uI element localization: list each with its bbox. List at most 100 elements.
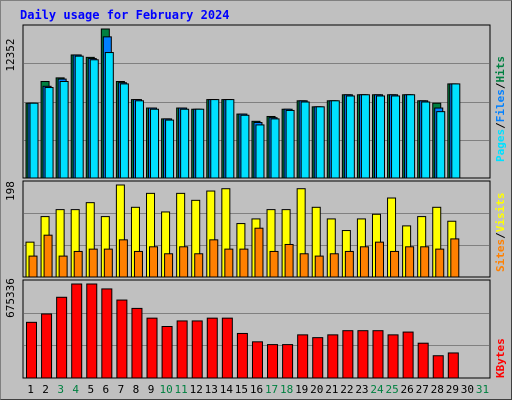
day-label-26: 26	[401, 383, 414, 396]
kbytes-bar-day-28	[432, 355, 444, 379]
sites-bar-day-3	[58, 255, 68, 278]
day-label-19: 19	[295, 383, 308, 396]
day-label-6: 6	[103, 383, 110, 396]
y-max-label: 675336	[4, 278, 17, 318]
day-label-15: 15	[235, 383, 248, 396]
day-label-3: 3	[57, 383, 64, 396]
kbytes-bar-day-17	[267, 344, 279, 379]
kbytes-bar-day-23	[357, 330, 369, 379]
sites-bar-day-15	[239, 248, 249, 278]
day-label-12: 12	[190, 383, 203, 396]
sites-bar-day-18	[284, 243, 294, 278]
kbytes-bar-day-21	[327, 334, 339, 379]
kbytes-bar-day-22	[342, 330, 354, 379]
day-label-21: 21	[325, 383, 338, 396]
day-label-30: 30	[461, 383, 474, 396]
kbytes-bar-day-14	[221, 317, 233, 379]
day-label-17: 17	[265, 383, 278, 396]
sites-bar-day-10	[164, 253, 174, 278]
day-label-20: 20	[310, 383, 323, 396]
legend-kbytes-part: KBytes	[494, 338, 507, 378]
day-label-9: 9	[148, 383, 155, 396]
pages-bar-day-4	[74, 55, 84, 179]
pages-bar-day-12	[195, 108, 205, 179]
legend-sites-visits: Sites/Visits	[494, 193, 507, 273]
pages-bar-day-15	[240, 114, 250, 179]
sites-bar-day-8	[133, 250, 143, 278]
kbytes-bar-day-15	[236, 332, 248, 379]
pages-bar-day-16	[255, 124, 265, 179]
day-label-22: 22	[340, 383, 353, 396]
sites-bar-day-25	[390, 250, 400, 278]
chart-title: Daily usage for February 2024	[20, 8, 230, 22]
pages-bar-day-10	[165, 119, 175, 179]
legend-pages-files-hits-part: Hits	[494, 56, 507, 83]
day-label-29: 29	[446, 383, 459, 396]
legend-kbytes: KBytes	[494, 338, 507, 378]
kbytes-bar-day-4	[71, 283, 83, 379]
sites-bar-day-16	[254, 227, 264, 278]
pages-bar-day-8	[134, 100, 144, 179]
pages-bar-day-24	[375, 95, 385, 179]
kbytes-bar-day-24	[372, 330, 384, 379]
sites-bar-day-6	[103, 248, 113, 278]
legend-pages-files-hits: Pages/Files/Hits	[494, 56, 507, 162]
sites-bar-day-21	[329, 253, 339, 278]
pages-bar-day-3	[59, 80, 69, 179]
y-max-label: 198	[4, 181, 17, 201]
sites-bar-day-22	[344, 250, 354, 278]
pages-bar-day-1	[29, 102, 39, 179]
day-label-11: 11	[175, 383, 188, 396]
kbytes-bar-day-18	[282, 344, 294, 379]
pages-bar-day-28	[436, 111, 446, 179]
legend-sites-visits-part: Sites	[494, 239, 507, 272]
kbytes-bar-day-25	[387, 334, 399, 379]
legend-pages-files-hits-part: /	[494, 122, 507, 129]
kbytes-bar-day-7	[116, 299, 128, 379]
legend-pages-files-hits-part: Files	[494, 89, 507, 122]
day-label-27: 27	[416, 383, 429, 396]
day-label-31: 31	[476, 383, 489, 396]
sites-bar-day-24	[374, 241, 384, 278]
day-label-18: 18	[280, 383, 293, 396]
kbytes-bar-day-12	[191, 320, 203, 379]
kbytes-bar-day-10	[161, 325, 173, 379]
pages-bar-day-9	[150, 108, 160, 179]
sites-bar-day-12	[194, 253, 204, 278]
pages-bar-day-6	[104, 52, 114, 179]
day-label-2: 2	[42, 383, 49, 396]
sites-bar-day-2	[43, 234, 53, 278]
sites-bar-day-13	[209, 239, 219, 278]
kbytes-bar-day-2	[41, 313, 53, 379]
kbytes-bar-day-11	[176, 320, 188, 379]
sites-bar-day-11	[179, 246, 189, 278]
day-label-23: 23	[355, 383, 368, 396]
legend-sites-visits-part: /	[494, 232, 507, 239]
pages-bar-day-26	[406, 94, 416, 179]
kbytes-bar-day-3	[56, 296, 68, 379]
pages-bar-day-23	[360, 94, 370, 179]
day-label-4: 4	[72, 383, 79, 396]
sites-bar-day-23	[359, 246, 369, 278]
pages-bar-day-11	[180, 108, 190, 179]
day-label-7: 7	[118, 383, 125, 396]
sites-bar-day-14	[224, 248, 234, 278]
day-label-1: 1	[27, 383, 34, 396]
kbytes-bar-day-20	[312, 337, 324, 379]
day-label-14: 14	[220, 383, 234, 396]
kbytes-bar-day-9	[146, 317, 158, 379]
pages-bar-day-13	[210, 99, 220, 179]
sites-bar-day-1	[28, 255, 38, 278]
pages-bar-day-29	[451, 83, 461, 179]
kbytes-bar-day-26	[402, 331, 414, 379]
day-label-8: 8	[133, 383, 140, 396]
sites-bar-day-29	[450, 238, 460, 278]
pages-bar-day-22	[345, 95, 355, 179]
y-max-label: 12352	[4, 38, 17, 71]
day-label-16: 16	[250, 383, 263, 396]
kbytes-bar-day-19	[297, 334, 309, 379]
kbytes-bar-day-8	[131, 307, 143, 379]
kbytes-bar-day-27	[417, 342, 429, 379]
legend-pages-files-hits-part: /	[494, 82, 507, 89]
